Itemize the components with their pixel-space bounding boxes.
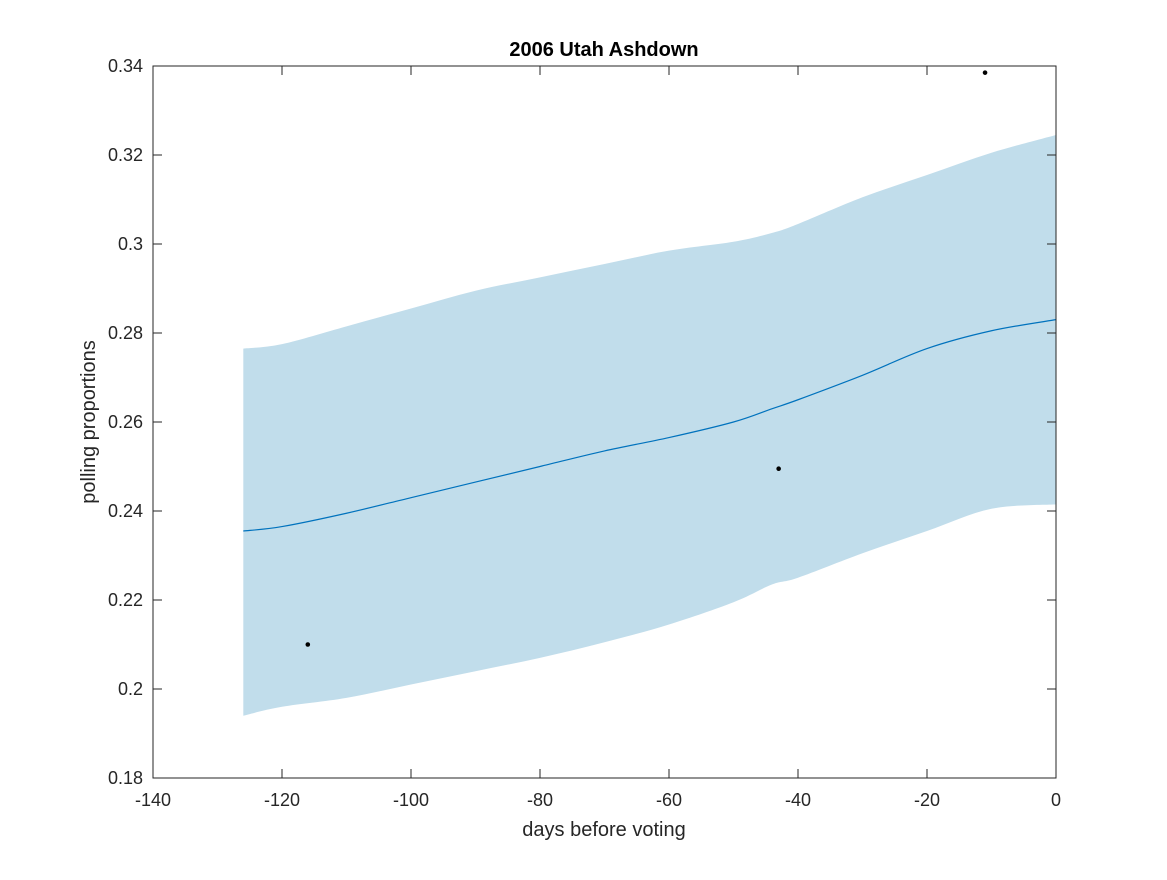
mean-line xyxy=(243,319,1057,532)
y-tick-label: 0.18 xyxy=(108,768,143,788)
x-tick-label: -100 xyxy=(393,790,429,810)
chart-title: 2006 Utah Ashdown xyxy=(509,39,698,61)
y-tick-label: 0.22 xyxy=(108,590,143,610)
x-tick-label: -20 xyxy=(914,790,940,810)
x-tick-label: -80 xyxy=(527,790,553,810)
poll-point xyxy=(982,70,988,75)
y-tick-label: 0.24 xyxy=(108,501,143,521)
x-tick-label: -60 xyxy=(656,790,682,810)
poll-point xyxy=(776,466,781,472)
tick-marks xyxy=(152,65,1057,779)
tick-labels: -140 -120 -100 -80 -60 -40 -20 0 0.18 0.2 0.22 0.24… xyxy=(108,56,1061,810)
confidence-band xyxy=(243,134,1057,716)
poll-point xyxy=(305,642,311,647)
y-axis-label: polling proportions xyxy=(78,340,100,503)
y-tick-label: 0.26 xyxy=(108,412,143,432)
y-tick-label: 0.32 xyxy=(108,145,143,165)
x-tick-label: 0 xyxy=(1051,790,1061,810)
x-tick-label: -120 xyxy=(264,790,300,810)
y-tick-label: 0.34 xyxy=(108,56,143,76)
x-tick-label: -140 xyxy=(135,790,171,810)
plot-area xyxy=(243,70,1057,716)
y-tick-label: 0.2 xyxy=(118,679,143,699)
x-axis-label: days before voting xyxy=(522,819,685,841)
x-tick-label: -40 xyxy=(785,790,811,810)
y-tick-label: 0.28 xyxy=(108,323,143,343)
y-tick-label: 0.3 xyxy=(118,234,143,254)
